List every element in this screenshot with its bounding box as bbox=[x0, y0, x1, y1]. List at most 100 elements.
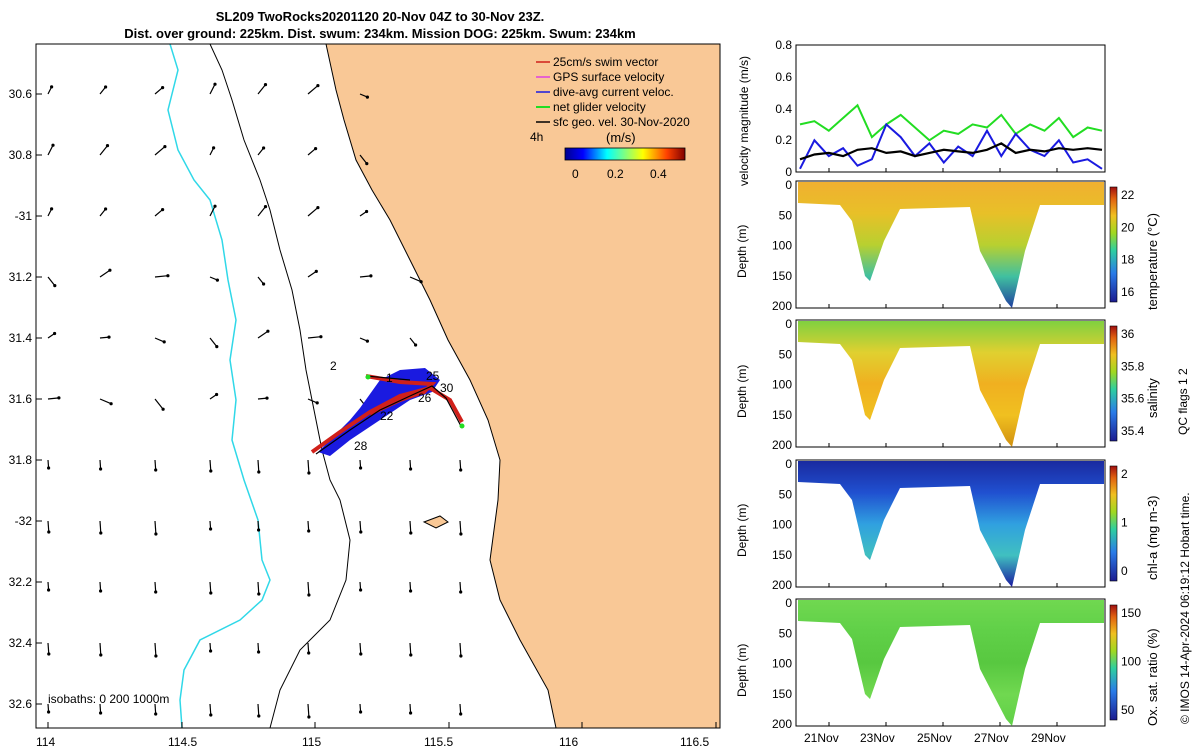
current-vector bbox=[409, 520, 412, 534]
depth-label-chla: Depth (m) bbox=[735, 503, 749, 557]
vector-head bbox=[162, 340, 166, 344]
vector-head bbox=[316, 84, 320, 88]
current-vector bbox=[154, 398, 164, 410]
current-vector bbox=[307, 459, 310, 474]
y-tick-label: 31.4 bbox=[9, 331, 33, 345]
colorbar-tick-label: 50 bbox=[1121, 703, 1135, 717]
current-vector bbox=[307, 85, 319, 95]
vector-head bbox=[365, 162, 369, 166]
vector-head bbox=[161, 208, 165, 212]
vector-head bbox=[365, 339, 369, 343]
y-tick-label: -32 bbox=[15, 514, 33, 528]
current-vector bbox=[209, 703, 212, 716]
vector-head bbox=[365, 95, 369, 99]
current-vector bbox=[459, 642, 462, 657]
day-label: 28 bbox=[354, 439, 368, 453]
vel-y-tick: 0.2 bbox=[775, 133, 792, 147]
vector-head bbox=[57, 396, 61, 400]
vector-head bbox=[107, 335, 111, 339]
velocity-series bbox=[799, 103, 1103, 172]
section-fill bbox=[798, 461, 1104, 587]
vector-head bbox=[409, 531, 413, 535]
date-tick: 29Nov bbox=[1031, 731, 1066, 745]
vector-head bbox=[154, 590, 158, 594]
track-start-marker bbox=[365, 374, 371, 380]
depth-tick-label: 200 bbox=[772, 578, 792, 592]
colorbar-tick-label: 0 bbox=[1121, 564, 1128, 578]
vector-head bbox=[209, 527, 213, 531]
vector-head bbox=[47, 588, 51, 592]
day-label: 30 bbox=[440, 381, 454, 395]
depth-tick-label: 50 bbox=[779, 626, 793, 640]
y-tick-label: 31.8 bbox=[9, 453, 33, 467]
current-vector bbox=[154, 703, 157, 715]
island bbox=[422, 515, 449, 529]
vector-head bbox=[215, 345, 219, 349]
current-vector bbox=[209, 205, 216, 217]
vector-head bbox=[365, 209, 369, 214]
current-vector bbox=[307, 148, 316, 156]
current-vector bbox=[307, 581, 310, 596]
current-vector bbox=[154, 459, 157, 471]
vector-head bbox=[359, 530, 363, 534]
current-vector bbox=[154, 520, 157, 535]
current-vector bbox=[99, 520, 102, 534]
vector-head bbox=[307, 593, 311, 597]
vector-head bbox=[266, 329, 270, 333]
current-vector bbox=[409, 642, 412, 656]
colorbar-tick-label: 22 bbox=[1121, 188, 1135, 202]
velocity-y-ticks: 0 0.2 0.4 0.6 0.8 bbox=[775, 38, 792, 179]
day-label: 2 bbox=[330, 359, 337, 373]
section-panels: 0501001502001618202205010015020035.435.6… bbox=[772, 178, 1145, 731]
x-tick-label: 116.5 bbox=[680, 735, 709, 749]
current-vector bbox=[307, 207, 319, 217]
vector-head bbox=[99, 531, 103, 535]
vector-head bbox=[409, 467, 413, 471]
colorbar-tick: 0.4 bbox=[650, 167, 667, 181]
vector-head bbox=[459, 654, 463, 658]
glider-track bbox=[310, 368, 465, 456]
vector-head bbox=[263, 83, 268, 87]
vector-head bbox=[47, 710, 51, 714]
depth-tick-label: 50 bbox=[779, 208, 793, 222]
salinity-cbar-label: salinity bbox=[1145, 378, 1160, 418]
track-end-marker bbox=[459, 423, 465, 429]
colorbar-tick-label: 35.6 bbox=[1121, 392, 1145, 406]
current-vector bbox=[459, 581, 462, 593]
vector-head bbox=[154, 532, 158, 536]
current-vector bbox=[359, 520, 362, 533]
date-tick: 25Nov bbox=[917, 731, 952, 745]
x-tick-label: 114 bbox=[36, 735, 55, 749]
colorbar-label: (m/s) bbox=[606, 130, 636, 145]
vector-head bbox=[104, 207, 108, 211]
vector-head bbox=[314, 147, 318, 151]
day-label: 22 bbox=[380, 409, 394, 423]
current-vector bbox=[257, 703, 260, 717]
depth-tick-label: 0 bbox=[785, 178, 792, 192]
day-label: 1 bbox=[386, 371, 393, 385]
isobath-200m bbox=[209, 44, 351, 728]
current-vector bbox=[47, 276, 56, 286]
net-glider-track bbox=[315, 375, 463, 455]
vector-head bbox=[209, 469, 213, 473]
current-vector bbox=[99, 398, 112, 405]
current-vector bbox=[99, 145, 108, 156]
vector-head bbox=[257, 592, 261, 596]
x-tick-label: 114.5 bbox=[168, 735, 197, 749]
current-vector bbox=[459, 459, 462, 471]
colorbar-tick-label: 1 bbox=[1121, 516, 1128, 530]
isobaths-label: isobaths: 0 200 1000m bbox=[48, 692, 169, 706]
current-vector bbox=[307, 270, 317, 278]
vector-head bbox=[307, 715, 311, 719]
vector-head bbox=[265, 396, 269, 400]
section-colorbar bbox=[1109, 186, 1118, 303]
series-line-sfc-geo-vel- bbox=[799, 142, 1103, 161]
vel-y-tick: 0.6 bbox=[775, 70, 792, 84]
vector-head bbox=[215, 278, 219, 282]
y-tick-label: 30.6 bbox=[9, 87, 33, 101]
vector-head bbox=[161, 86, 165, 90]
day-label: 25 bbox=[426, 369, 440, 383]
section-colorbar bbox=[1109, 604, 1118, 721]
depth-tick-label: 200 bbox=[772, 438, 792, 452]
